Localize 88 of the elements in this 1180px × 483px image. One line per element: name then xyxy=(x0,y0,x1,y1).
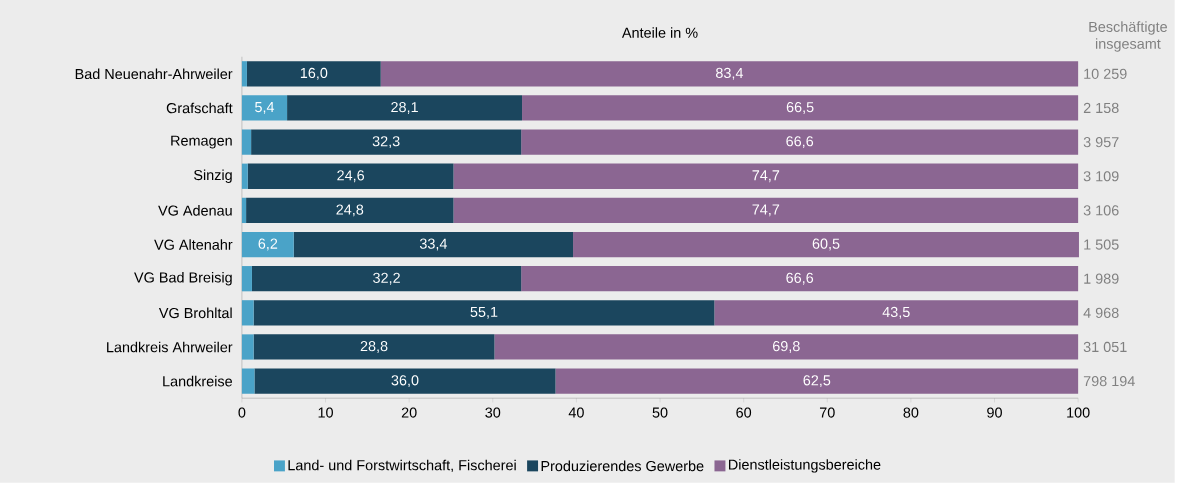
text: 798 194 xyxy=(1083,376,1135,387)
data-label: 55,1 xyxy=(470,307,498,319)
bar xyxy=(453,163,1079,189)
bar xyxy=(555,368,1079,394)
y-tick-label: VG Altenahr xyxy=(154,239,233,250)
text: 1 989 xyxy=(1084,273,1119,284)
data-label: 43,5 xyxy=(882,306,910,319)
bar xyxy=(573,232,1079,258)
data-label: 36,0 xyxy=(391,375,419,388)
x-tick-label: 0 xyxy=(238,407,246,418)
bar xyxy=(380,61,1079,87)
x-tick-label: 70 xyxy=(819,407,835,418)
data-label: 24,8 xyxy=(336,204,364,217)
legend-label: Dienstleistungsbereiche xyxy=(729,459,881,473)
data-label: 28,1 xyxy=(391,102,418,115)
x-tick-label: 60 xyxy=(736,407,752,418)
chart-title: Anteile in % xyxy=(621,27,698,38)
text: 2 158 xyxy=(1083,102,1119,114)
bar xyxy=(494,334,1079,360)
bar xyxy=(241,197,247,224)
data-label: 66,6 xyxy=(786,136,814,149)
data-label: 16,0 xyxy=(300,67,328,80)
bar xyxy=(714,300,1079,326)
x-tick-label: 50 xyxy=(652,407,668,418)
y-tick-label: Bad Neuenahr-Ahrweiler xyxy=(75,68,233,80)
data-label: 69,8 xyxy=(772,341,800,354)
bar xyxy=(241,163,248,189)
bar xyxy=(246,61,381,87)
data-label: 33,4 xyxy=(419,238,448,251)
x-tick-label: 90 xyxy=(987,407,1002,418)
data-label: 24,6 xyxy=(337,170,365,183)
legend-label: Produzierendes Gewerbe xyxy=(541,460,704,472)
bar xyxy=(241,334,254,360)
data-label: 74,7 xyxy=(752,204,780,217)
text: 10 259 xyxy=(1084,68,1127,80)
data-label: 60,5 xyxy=(812,238,840,251)
bar xyxy=(241,61,247,87)
x-tick-label: 20 xyxy=(401,407,417,418)
y-tick-label: Grafschaft xyxy=(166,102,233,114)
y-tick-label: Landkreise xyxy=(163,375,233,387)
y-tick-label: Remagen xyxy=(171,135,232,149)
text: 1 505 xyxy=(1084,239,1119,250)
bar xyxy=(453,197,1079,224)
x-tick-label: 30 xyxy=(485,407,501,418)
bar xyxy=(241,266,252,292)
data-label: 32,2 xyxy=(373,272,400,285)
text: 4 968 xyxy=(1083,307,1119,319)
text: 31 051 xyxy=(1083,341,1127,353)
bar xyxy=(521,129,1079,155)
bar xyxy=(251,266,522,292)
y-tick-label: Landkreis Ahrweiler xyxy=(107,341,233,353)
bar xyxy=(293,232,574,258)
bar xyxy=(287,95,523,121)
data-label: 83,4 xyxy=(716,67,744,80)
text: Beschäftigte insgesamt xyxy=(1089,21,1167,52)
bar xyxy=(521,266,1079,292)
data-label: 66,5 xyxy=(786,102,814,115)
bar xyxy=(522,95,1079,121)
bar xyxy=(253,334,495,360)
data-label: 74,7 xyxy=(752,170,780,183)
bar xyxy=(254,368,556,394)
bar xyxy=(253,300,715,326)
bar xyxy=(247,163,454,189)
y-tick-label: VG Brohltal xyxy=(158,307,232,319)
x-tick-label: 80 xyxy=(903,407,919,418)
legend-label: Land- und Forstwirtschaft, Fischerei xyxy=(288,459,516,473)
bar xyxy=(251,129,522,155)
x-tick-label: 100 xyxy=(1067,407,1090,418)
bar xyxy=(241,368,255,394)
data-label: 6,2 xyxy=(258,238,278,251)
bar xyxy=(246,197,454,224)
text: 3 106 xyxy=(1083,205,1119,216)
y-tick-label: Sinzig xyxy=(194,169,232,184)
x-tick-label: 10 xyxy=(318,407,333,418)
data-label: 5,4 xyxy=(255,102,275,114)
bar xyxy=(241,232,294,258)
y-tick-label: VG Adenau xyxy=(158,205,232,216)
data-label: 28,8 xyxy=(360,341,388,354)
bar xyxy=(241,300,254,326)
data-label: 32,3 xyxy=(372,136,400,149)
text: 3 109 xyxy=(1083,171,1119,182)
x-tick-label: 40 xyxy=(568,407,584,418)
text: 3 957 xyxy=(1083,137,1119,148)
data-label: 62,5 xyxy=(803,375,831,388)
bar xyxy=(241,129,252,155)
data-label: 66,6 xyxy=(786,272,814,285)
bar xyxy=(241,95,288,121)
y-tick-label: VG Bad Breisig xyxy=(134,272,232,286)
